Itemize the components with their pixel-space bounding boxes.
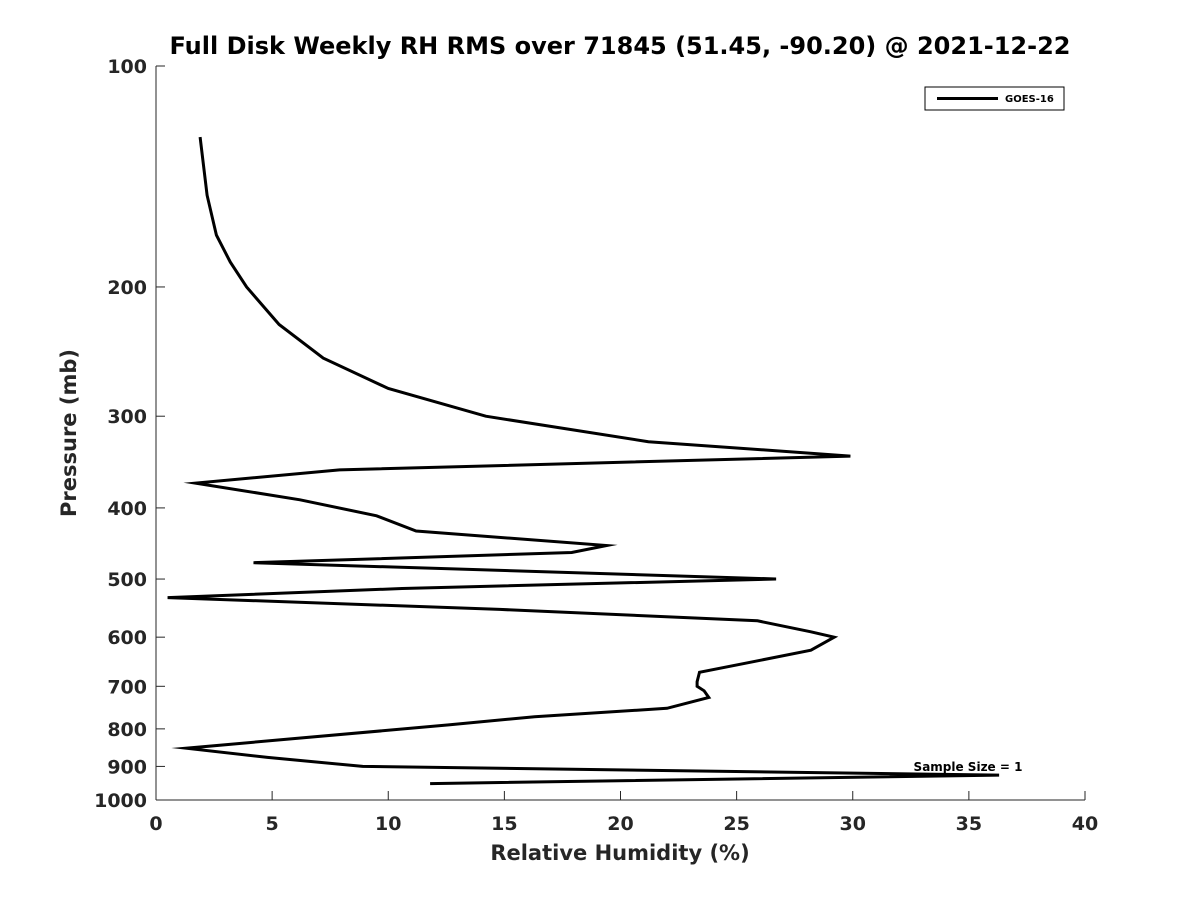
x-tick-label: 15 — [491, 813, 517, 835]
x-tick-label: 5 — [266, 813, 279, 835]
y-tick-label: 600 — [107, 627, 147, 649]
x-axis-label: Relative Humidity (%) — [490, 841, 749, 865]
legend-entry-goes-16: GOES-16 — [1005, 94, 1054, 105]
chart-title: Full Disk Weekly RH RMS over 71845 (51.4… — [169, 32, 1070, 60]
y-tick-label: 700 — [107, 676, 147, 698]
y-tick-label: 800 — [107, 719, 147, 741]
sample-size-annotation: Sample Size = 1 — [914, 760, 1023, 774]
y-tick-label: 300 — [107, 406, 147, 428]
y-axis-label: Pressure (mb) — [57, 349, 81, 517]
x-axis-ticks: 0 5 10 15 20 25 30 35 40 — [149, 791, 1098, 835]
x-tick-label: 40 — [1072, 813, 1098, 835]
x-tick-label: 30 — [840, 813, 866, 835]
series-line-goes-16 — [167, 136, 1000, 786]
x-tick-label: 25 — [723, 813, 749, 835]
y-tick-label: 400 — [107, 498, 147, 520]
x-tick-label: 35 — [956, 813, 982, 835]
y-tick-label: 900 — [107, 756, 147, 778]
legend: GOES-16 — [924, 86, 1065, 111]
y-tick-label: 200 — [107, 277, 147, 299]
y-tick-label: 1000 — [94, 790, 147, 812]
y-axis-ticks: 100 200 300 400 500 600 700 800 900 1000 — [94, 56, 165, 812]
x-tick-label: 0 — [149, 813, 162, 835]
x-tick-label: 20 — [607, 813, 633, 835]
series-layer — [167, 136, 1000, 786]
plot-axes — [155, 66, 1085, 801]
y-tick-label: 500 — [107, 569, 147, 591]
y-tick-label: 100 — [107, 56, 147, 78]
x-tick-label: 10 — [375, 813, 401, 835]
